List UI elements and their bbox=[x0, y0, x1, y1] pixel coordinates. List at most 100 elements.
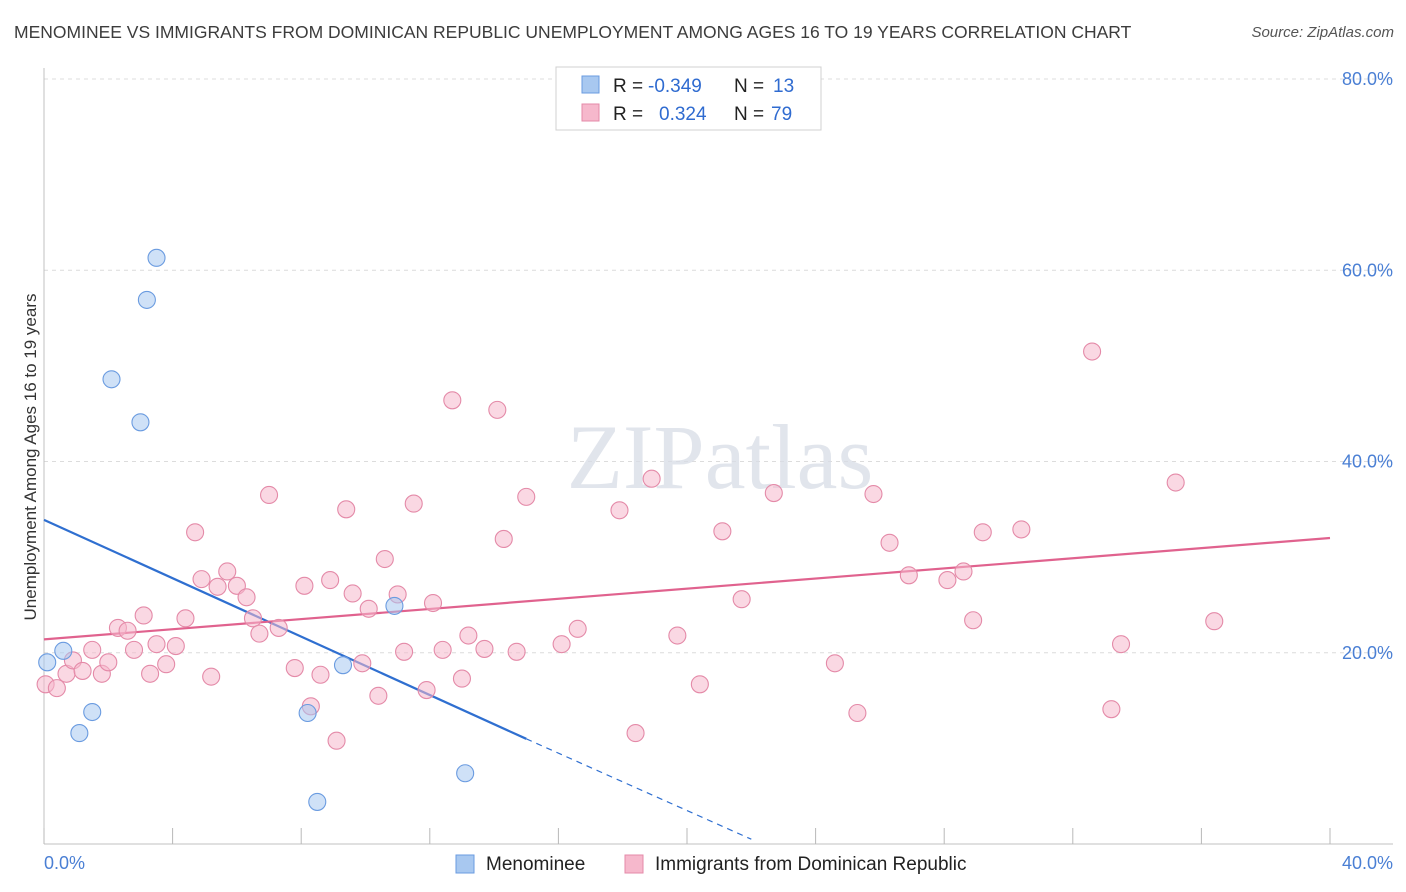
legend-n-label: N = bbox=[734, 104, 764, 125]
data-point bbox=[880, 533, 899, 552]
data-point bbox=[343, 584, 362, 603]
legend-r-label: R = bbox=[613, 104, 643, 125]
bottom-legend-label-dominican: Immigrants from Dominican Republic bbox=[655, 854, 967, 875]
data-point bbox=[452, 669, 472, 688]
data-point bbox=[864, 484, 883, 504]
legend-swatch-dominican bbox=[581, 103, 600, 122]
data-point bbox=[475, 639, 494, 658]
data-point bbox=[443, 391, 462, 410]
data-point bbox=[385, 596, 404, 615]
points-layer bbox=[36, 248, 1224, 811]
chart-title: MENOMINEE VS IMMIGRANTS FROM DOMINICAN R… bbox=[14, 22, 1132, 42]
data-point bbox=[964, 611, 983, 630]
data-point bbox=[353, 654, 372, 673]
data-point bbox=[899, 566, 918, 585]
bottom-legend-swatch-dominican bbox=[624, 854, 644, 874]
legend-r-value-dominican: 0.324 bbox=[659, 104, 707, 125]
data-point bbox=[488, 400, 507, 419]
data-point bbox=[308, 792, 327, 811]
watermark: ZIPatlas bbox=[567, 406, 874, 508]
data-point bbox=[47, 679, 66, 698]
data-point bbox=[1102, 700, 1121, 719]
data-point bbox=[118, 621, 137, 640]
trend-layer bbox=[43, 518, 1331, 840]
bottom-legend-label-menominee: Menominee bbox=[486, 854, 585, 875]
legend-swatch-menominee bbox=[581, 75, 600, 94]
data-point bbox=[668, 626, 687, 645]
data-point bbox=[38, 653, 57, 672]
data-point bbox=[70, 724, 89, 743]
y-tick-label: 80.0% bbox=[1342, 69, 1393, 89]
data-point bbox=[337, 500, 356, 519]
data-point bbox=[973, 523, 992, 542]
data-point bbox=[417, 680, 436, 700]
legend: R = -0.349 N = 13 R = 0.324 N = 79 bbox=[555, 66, 822, 131]
data-point bbox=[1166, 473, 1185, 492]
data-point bbox=[642, 469, 661, 488]
legend-n-value-dominican: 79 bbox=[771, 104, 792, 125]
data-point bbox=[131, 413, 150, 432]
y-tick-label: 40.0% bbox=[1342, 452, 1393, 472]
data-point bbox=[285, 658, 304, 678]
data-point bbox=[1083, 342, 1102, 361]
grid-layer bbox=[44, 78, 1393, 654]
data-point bbox=[147, 635, 166, 654]
data-point bbox=[250, 624, 269, 643]
data-point bbox=[134, 606, 153, 625]
data-point bbox=[147, 248, 166, 267]
data-point bbox=[459, 626, 478, 645]
y-axis-label: Unemployment Among Ages 16 to 19 years bbox=[21, 294, 40, 621]
data-point bbox=[311, 665, 330, 684]
data-point bbox=[568, 619, 587, 638]
data-point bbox=[395, 642, 414, 661]
data-point bbox=[243, 609, 263, 628]
data-point bbox=[73, 661, 92, 680]
data-point bbox=[269, 618, 288, 637]
data-point bbox=[99, 653, 118, 672]
data-point bbox=[141, 664, 160, 683]
data-point bbox=[1205, 612, 1224, 631]
data-point bbox=[124, 640, 144, 659]
data-point bbox=[83, 702, 102, 722]
legend-n-value-menominee: 13 bbox=[773, 76, 794, 97]
data-point bbox=[848, 703, 867, 723]
data-point bbox=[517, 487, 536, 506]
data-point bbox=[825, 654, 844, 673]
data-point bbox=[192, 570, 211, 589]
data-point bbox=[333, 656, 353, 675]
data-point bbox=[552, 635, 571, 654]
data-point bbox=[186, 523, 205, 542]
bottom-legend-swatch-menominee bbox=[455, 854, 475, 874]
data-point bbox=[166, 637, 185, 656]
data-point bbox=[327, 731, 346, 750]
data-point bbox=[369, 686, 388, 705]
data-point bbox=[423, 593, 443, 613]
data-point bbox=[938, 571, 957, 590]
data-point bbox=[54, 641, 73, 660]
y-tick-labels: 20.0% 40.0% 60.0% 80.0% bbox=[1342, 69, 1393, 663]
data-point bbox=[713, 522, 732, 541]
y-tick-label: 60.0% bbox=[1342, 260, 1393, 280]
axis-layer bbox=[43, 68, 1393, 845]
data-point bbox=[218, 562, 237, 581]
data-point bbox=[202, 667, 221, 686]
trend-line-extension bbox=[526, 738, 752, 840]
data-point bbox=[359, 599, 378, 618]
data-point bbox=[295, 576, 314, 595]
data-point bbox=[298, 703, 317, 723]
data-point bbox=[1111, 635, 1131, 654]
data-point bbox=[375, 549, 394, 569]
data-point bbox=[494, 529, 513, 549]
x-tick-label-min: 0.0% bbox=[44, 853, 85, 873]
data-point bbox=[732, 590, 751, 609]
data-point bbox=[157, 655, 176, 674]
data-point bbox=[137, 290, 156, 309]
x-tick-label-max: 40.0% bbox=[1342, 853, 1393, 873]
data-point bbox=[404, 494, 423, 513]
data-point bbox=[456, 764, 475, 783]
data-point bbox=[433, 640, 452, 659]
data-point bbox=[102, 370, 121, 389]
legend-n-label: N = bbox=[734, 76, 764, 97]
data-point bbox=[610, 501, 629, 520]
